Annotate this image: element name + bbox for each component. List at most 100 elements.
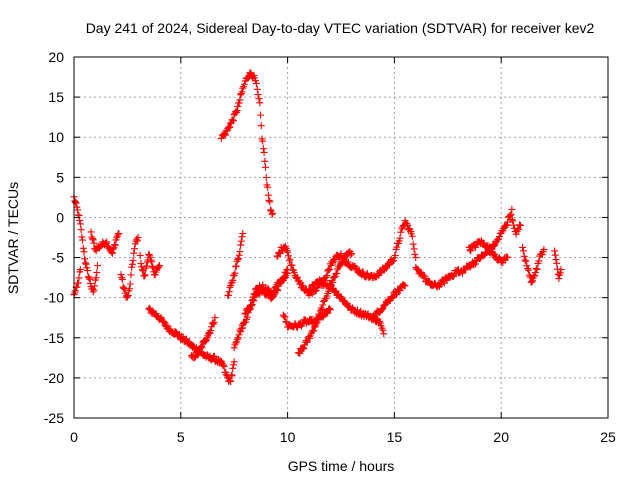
data-point	[267, 206, 275, 214]
data-point	[247, 301, 255, 309]
data-point	[131, 245, 139, 253]
data-point	[323, 309, 331, 317]
data-point	[275, 280, 283, 288]
data-point	[76, 220, 84, 228]
data-point	[381, 301, 389, 309]
series-cluster-1-2	[87, 228, 123, 257]
data-point	[239, 84, 247, 92]
data-point	[254, 90, 262, 98]
data-point	[126, 280, 134, 288]
data-point	[137, 260, 145, 268]
data-point	[551, 247, 559, 255]
data-point	[472, 260, 480, 268]
data-point	[392, 291, 400, 299]
data-point	[443, 276, 451, 284]
series-cluster-2-3	[117, 234, 142, 301]
data-point	[280, 274, 288, 282]
data-point	[256, 99, 264, 107]
data-point	[145, 250, 153, 258]
data-point	[77, 226, 85, 234]
data-point	[516, 221, 524, 229]
data-point	[307, 332, 315, 340]
data-point	[397, 228, 405, 236]
data-point	[470, 261, 478, 269]
data-point	[540, 246, 548, 254]
data-point	[202, 337, 210, 345]
data-point	[507, 210, 515, 218]
data-point	[76, 216, 84, 224]
data-point	[236, 248, 244, 256]
data-point	[332, 287, 340, 295]
series-early-low	[70, 266, 84, 299]
data-point	[535, 257, 543, 265]
series-rise-18-20	[454, 205, 516, 277]
data-point	[324, 267, 332, 275]
data-point	[310, 327, 318, 335]
data-point	[331, 288, 339, 296]
data-point	[166, 325, 174, 333]
data-point	[312, 320, 320, 328]
data-point	[197, 342, 205, 350]
data-point	[337, 293, 345, 301]
data-point	[425, 277, 433, 285]
data-point	[238, 233, 246, 241]
data-point	[210, 353, 218, 361]
data-point	[148, 262, 156, 270]
data-point	[269, 290, 277, 298]
data-point	[504, 218, 512, 226]
data-point	[390, 257, 398, 265]
data-point	[229, 364, 237, 372]
data-point	[510, 221, 518, 229]
data-point	[108, 249, 116, 257]
x-tick-label: 20	[493, 429, 509, 445]
series-valley-11-14	[305, 276, 388, 338]
data-point	[379, 326, 387, 334]
data-point	[237, 237, 245, 245]
data-point	[338, 254, 346, 262]
data-point	[194, 351, 202, 359]
series-band-18-20	[465, 237, 512, 267]
data-point	[234, 256, 242, 263]
data-point	[237, 241, 245, 249]
data-point	[330, 273, 338, 281]
x-tick-label: 0	[70, 429, 78, 445]
data-point	[271, 284, 279, 292]
data-point	[220, 363, 228, 371]
data-point	[333, 269, 341, 277]
data-point	[115, 229, 123, 237]
data-point	[76, 266, 84, 274]
data-point	[284, 248, 292, 256]
data-point	[210, 318, 218, 326]
y-tick-label: -15	[44, 330, 64, 346]
data-point	[311, 287, 319, 295]
data-point	[519, 243, 527, 251]
data-point	[532, 265, 540, 273]
data-point	[211, 314, 219, 322]
data-point	[228, 371, 236, 379]
data-point	[315, 310, 323, 318]
data-point	[235, 99, 243, 107]
series-plateau-16-18	[412, 264, 462, 291]
data-point	[396, 234, 404, 242]
data-point	[235, 251, 243, 259]
data-point	[225, 291, 233, 299]
data-point	[81, 259, 89, 267]
data-point	[252, 80, 260, 88]
data-point	[380, 330, 388, 338]
data-point	[71, 287, 79, 295]
data-point	[284, 252, 292, 260]
data-point	[239, 324, 247, 332]
data-point	[318, 306, 326, 314]
data-point	[288, 261, 296, 269]
data-point	[133, 237, 141, 245]
data-point	[103, 238, 111, 246]
series-early-arc	[70, 193, 101, 296]
data-point	[533, 265, 541, 273]
data-point	[84, 267, 92, 275]
data-point	[129, 256, 137, 264]
data-point	[526, 273, 534, 281]
data-point	[279, 311, 287, 319]
data-point	[311, 323, 319, 331]
data-point	[556, 269, 564, 277]
data-point	[377, 306, 385, 314]
